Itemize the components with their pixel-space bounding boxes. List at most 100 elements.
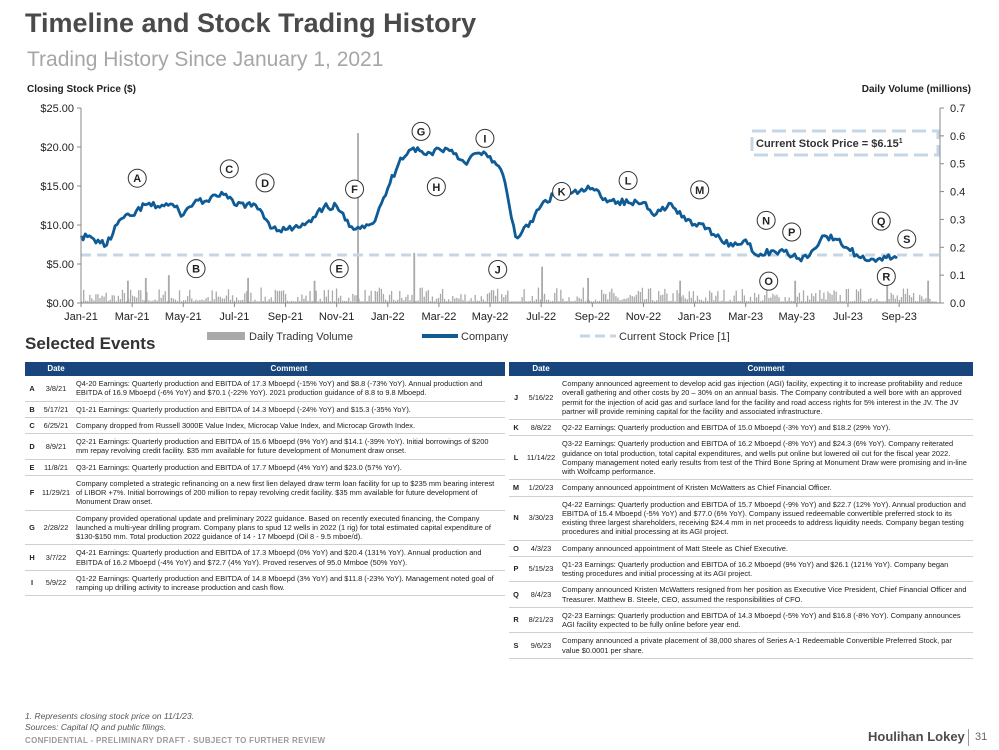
volume-bar — [225, 295, 228, 303]
y-right-tick-label: 0.7 — [950, 103, 965, 115]
volume-bar — [142, 300, 144, 303]
volume-bar — [766, 288, 768, 303]
volume-bar — [172, 298, 175, 303]
volume-bar — [337, 297, 340, 303]
event-comment: Q4-20 Earnings: Quarterly production and… — [73, 376, 505, 402]
volume-bar — [305, 295, 307, 303]
volume-bar — [929, 298, 931, 303]
volume-spike-bar — [247, 277, 249, 303]
volume-bar — [395, 300, 397, 303]
volume-bar — [339, 295, 342, 303]
y-right-tick-label: 0.2 — [950, 242, 965, 254]
volume-bar — [682, 295, 684, 303]
event-comment: Company provided operational update and … — [73, 510, 505, 546]
brand-divider — [968, 729, 969, 746]
volume-bar — [242, 299, 244, 303]
volume-bar — [125, 301, 128, 303]
volume-bar — [264, 296, 266, 303]
volume-bar — [866, 301, 868, 303]
volume-bar — [480, 296, 482, 303]
volume-bar — [674, 301, 676, 303]
volume-bar — [906, 288, 909, 303]
volume-bar — [460, 294, 462, 303]
volume-bar — [760, 301, 762, 303]
volume-bar — [792, 300, 794, 303]
volume-bar — [935, 301, 937, 303]
volume-bar — [429, 301, 431, 303]
volume-bar — [201, 299, 203, 303]
volume-bar — [656, 300, 658, 303]
volume-bar — [798, 292, 801, 303]
volume-bar — [690, 297, 693, 303]
volume-bar — [505, 294, 507, 303]
volume-bar — [823, 292, 825, 303]
event-date: 9/6/23 — [523, 632, 559, 659]
volume-bar — [576, 296, 578, 303]
volume-bar — [288, 301, 291, 303]
volume-bar — [811, 293, 813, 303]
event-date: 5/9/22 — [39, 570, 73, 597]
volume-bar — [843, 301, 845, 303]
volume-bar — [788, 297, 790, 303]
volume-bar — [217, 296, 219, 303]
event-marker-p — [782, 222, 802, 242]
header-date: Date — [39, 362, 73, 376]
current-price-label: Current Stock Price = $6.15 — [756, 138, 899, 150]
volume-bar — [431, 296, 434, 303]
volume-bar — [203, 300, 205, 303]
volume-bar — [686, 299, 688, 303]
volume-bar — [193, 301, 195, 303]
event-comment: Company completed a strategic refinancin… — [73, 475, 505, 511]
volume-bar — [180, 301, 183, 303]
volume-bar — [240, 300, 242, 303]
event-marker-r — [876, 266, 896, 286]
volume-spike-bar — [587, 277, 589, 303]
table-row: E 11/8/21 Q3-21 Earnings: Quarterly produc… — [25, 459, 505, 476]
y-right-tick-label: 0.3 — [950, 214, 965, 226]
volume-bar — [229, 299, 232, 303]
volume-bar — [99, 298, 101, 303]
event-date: 8/9/21 — [39, 433, 73, 460]
volume-bar — [550, 301, 552, 303]
volume-bar — [717, 291, 719, 303]
volume-bar — [496, 288, 499, 303]
volume-bar — [609, 291, 611, 303]
event-marker-label: S — [903, 234, 910, 246]
event-date: 4/3/23 — [523, 540, 559, 557]
table-header: Date Comment — [25, 362, 505, 376]
volume-bar — [325, 296, 327, 303]
volume-bar — [878, 300, 880, 303]
volume-bar — [670, 300, 672, 303]
volume-bar — [778, 297, 780, 303]
volume-bar — [472, 301, 474, 303]
volume-bar — [882, 301, 884, 303]
volume-bar — [539, 299, 542, 303]
event-marker-label: O — [764, 276, 773, 288]
event-marker-label: E — [336, 264, 343, 276]
table-row: L 11/14/22 Q3-22 Earnings: Quarterly produ… — [509, 435, 973, 481]
volume-bar — [427, 289, 429, 303]
x-tick-label: Mar-22 — [421, 311, 456, 323]
left-axis-label: Closing Stock Price ($) — [27, 84, 136, 95]
volume-bar — [182, 300, 185, 303]
volume-bar — [462, 300, 464, 303]
x-tick-label: May-22 — [472, 311, 509, 323]
x-tick-label: Sep-23 — [881, 311, 916, 323]
volume-bar — [270, 297, 272, 303]
volume-bar — [342, 300, 344, 303]
event-letter: J — [509, 376, 523, 420]
volume-bar — [117, 295, 120, 303]
volume-bar — [643, 299, 646, 303]
volume-bar — [474, 294, 476, 303]
volume-bar — [725, 301, 727, 303]
volume-bar — [148, 300, 150, 303]
volume-bar — [89, 294, 91, 303]
event-comment: Q1-21 Earnings: Quarterly production and… — [73, 401, 505, 418]
volume-bar — [521, 297, 523, 303]
volume-bar — [252, 301, 254, 303]
y-left-tick-label: $25.00 — [40, 103, 74, 115]
volume-bar — [841, 301, 843, 303]
volume-bar — [874, 300, 876, 303]
event-date: 11/8/21 — [39, 459, 73, 476]
table-row: M 1/20/23 Company announced appointment of… — [509, 479, 973, 497]
